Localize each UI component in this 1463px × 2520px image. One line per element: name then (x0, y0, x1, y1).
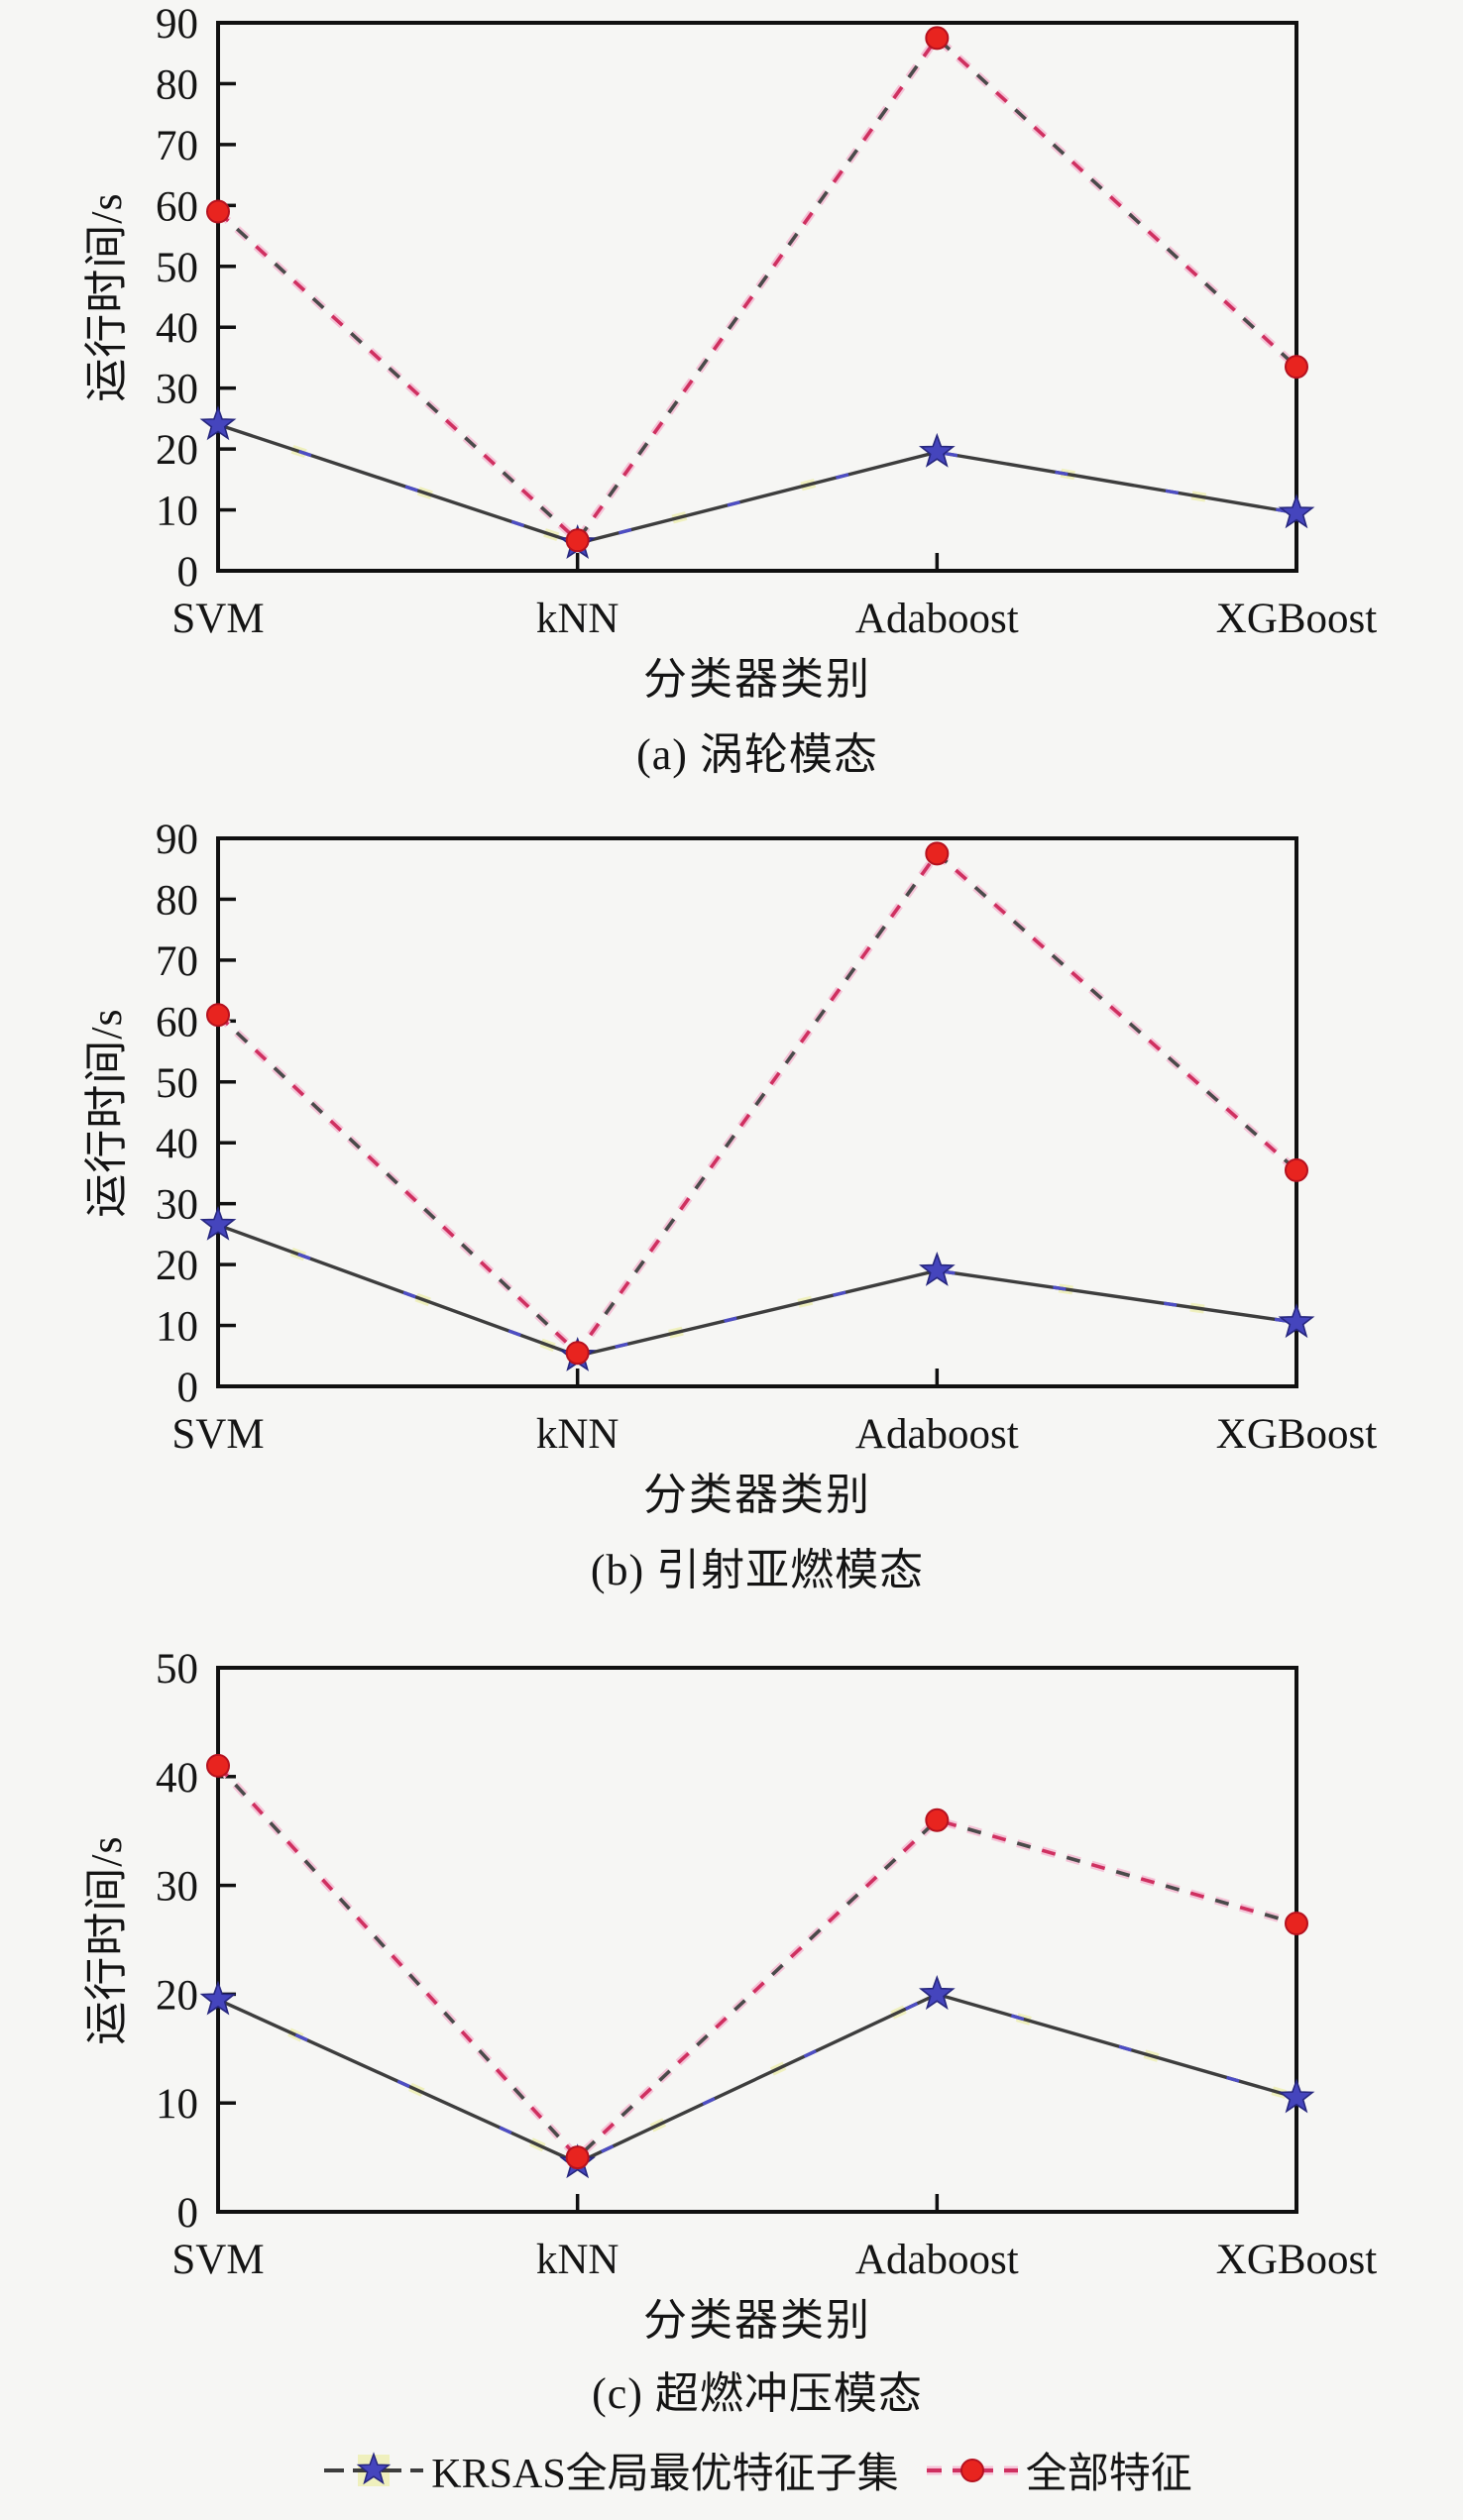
all-features-circle-marker (565, 2145, 590, 2170)
krsas-line (217, 1223, 1297, 1359)
krsas-line-blue-dash (217, 1223, 1297, 1359)
all-features-dark-dash (216, 1764, 1297, 2160)
x-category-label: kNN (536, 1411, 619, 1458)
legend-item-krsas: KRSAS全局最优特征子集 (322, 2440, 899, 2500)
y-tick-label: 40 (156, 1755, 198, 1802)
y-tick-label: 90 (156, 1, 198, 48)
legend-label-krsas: KRSAS全局最优特征子集 (431, 2452, 899, 2497)
y-tick-label: 40 (156, 1121, 198, 1167)
y-tick-label: 50 (156, 245, 198, 291)
all-features-circle-marker (925, 26, 950, 51)
y-tick-label: 80 (156, 61, 198, 108)
y-axis-title-c: 运行时间/s (82, 1835, 131, 2045)
x-axis-title-b: 分类器类别 (643, 1471, 871, 1519)
y-tick-label: 60 (156, 183, 198, 230)
all-features-red-dash (216, 850, 1298, 1356)
legend: KRSAS全局最优特征子集 全部特征 (218, 2440, 1296, 2500)
krsas-star-marker (1278, 1303, 1315, 1339)
krsas-star-marker (918, 432, 956, 468)
all-features-circle-marker (565, 1341, 590, 1366)
x-category-label: XGBoost (1216, 1411, 1378, 1458)
y-tick-label: 30 (156, 367, 198, 413)
y-tick-label: 20 (156, 1972, 198, 2019)
x-category-label: Adaboost (855, 596, 1019, 642)
all-features-circle-marker (206, 199, 230, 224)
krsas-line-glint (216, 1220, 1297, 1361)
all-features-circle-marker (206, 1753, 230, 1778)
all-features-halo (215, 32, 1299, 547)
plot-frame-3 (216, 1666, 1298, 2214)
y-tick-label: 40 (156, 305, 198, 352)
krsas-star-marker (199, 1205, 237, 1241)
all-features-circle-marker (1285, 1912, 1308, 1936)
legend-label-all-features: 全部特征 (1025, 2452, 1192, 2497)
y-tick-label: 60 (156, 999, 198, 1045)
y-axis-title-a: 运行时间/s (82, 192, 131, 402)
x-category-label: SVM (171, 1411, 264, 1458)
y-tick-label: 50 (156, 1646, 198, 1693)
x-axis-title-a: 分类器类别 (643, 655, 871, 704)
krsas-line-blue-dash (217, 1992, 1297, 2165)
krsas-star-marker (199, 405, 237, 441)
all-features-dark-dash (216, 35, 1298, 543)
krsas-star-marker (1278, 493, 1315, 529)
x-category-label: kNN (536, 596, 619, 642)
plot-frame-1 (216, 21, 1298, 573)
y-tick-label: 30 (156, 1864, 198, 1911)
legend-item-all-features: 全部特征 (925, 2440, 1192, 2500)
y-tick-label: 30 (156, 1182, 198, 1229)
x-category-label: Adaboost (855, 2237, 1019, 2283)
y-tick-label: 70 (156, 123, 198, 169)
all-features-red-dash (216, 1764, 1297, 2160)
y-tick-label: 10 (156, 1304, 198, 1351)
y-tick-label: 90 (156, 817, 198, 863)
chart-caption-b: (b) 引射亚燃模态 (590, 1546, 925, 1594)
all-features-halo (215, 1763, 1298, 2163)
all-features-circle-marker (1285, 355, 1308, 380)
krsas-line (217, 1992, 1297, 2165)
x-category-label: SVM (171, 2237, 264, 2283)
y-tick-label: 20 (156, 1243, 198, 1289)
all-features-circle-marker (925, 1808, 950, 1832)
x-category-label: SVM (171, 596, 264, 642)
y-tick-label: 0 (177, 1365, 199, 1411)
all-features-circle-marker (925, 841, 950, 866)
krsas-line (217, 422, 1297, 546)
y-axis-title-b: 运行时间/s (82, 1008, 131, 1218)
y-tick-label: 10 (156, 2081, 198, 2128)
x-category-label: kNN (536, 2237, 619, 2283)
all-features-dark-dash (216, 850, 1298, 1356)
y-tick-label: 10 (156, 489, 198, 535)
all-features-circle-marker (206, 1003, 230, 1028)
x-category-label: XGBoost (1216, 596, 1378, 642)
chart-caption-a: (a) 涡轮模态 (636, 730, 878, 779)
y-tick-label: 50 (156, 1060, 198, 1107)
krsas-star-marker (1278, 2078, 1315, 2114)
krsas-star-marker (199, 1980, 237, 2016)
y-tick-label: 80 (156, 877, 198, 924)
chart-caption-c: (c) 超燃冲压模态 (592, 2369, 923, 2418)
y-tick-label: 0 (177, 549, 199, 596)
y-tick-label: 20 (156, 427, 198, 474)
krsas-star-marker (918, 1975, 956, 2011)
x-axis-title-c: 分类器类别 (643, 2296, 871, 2345)
krsas-star-marker (918, 1251, 956, 1286)
all-features-circle-marker (1285, 1157, 1308, 1182)
x-category-label: XGBoost (1216, 2237, 1378, 2283)
y-tick-label: 0 (177, 2190, 199, 2237)
all-features-dash-circle-icon (926, 2458, 1018, 2482)
all-features-circle-marker (565, 528, 590, 553)
all-features-red-dash (216, 35, 1298, 543)
krsas-line-star-icon (324, 2451, 424, 2486)
plot-frame-2 (216, 836, 1298, 1388)
y-tick-label: 70 (156, 938, 198, 985)
x-category-label: Adaboost (855, 1411, 1019, 1458)
